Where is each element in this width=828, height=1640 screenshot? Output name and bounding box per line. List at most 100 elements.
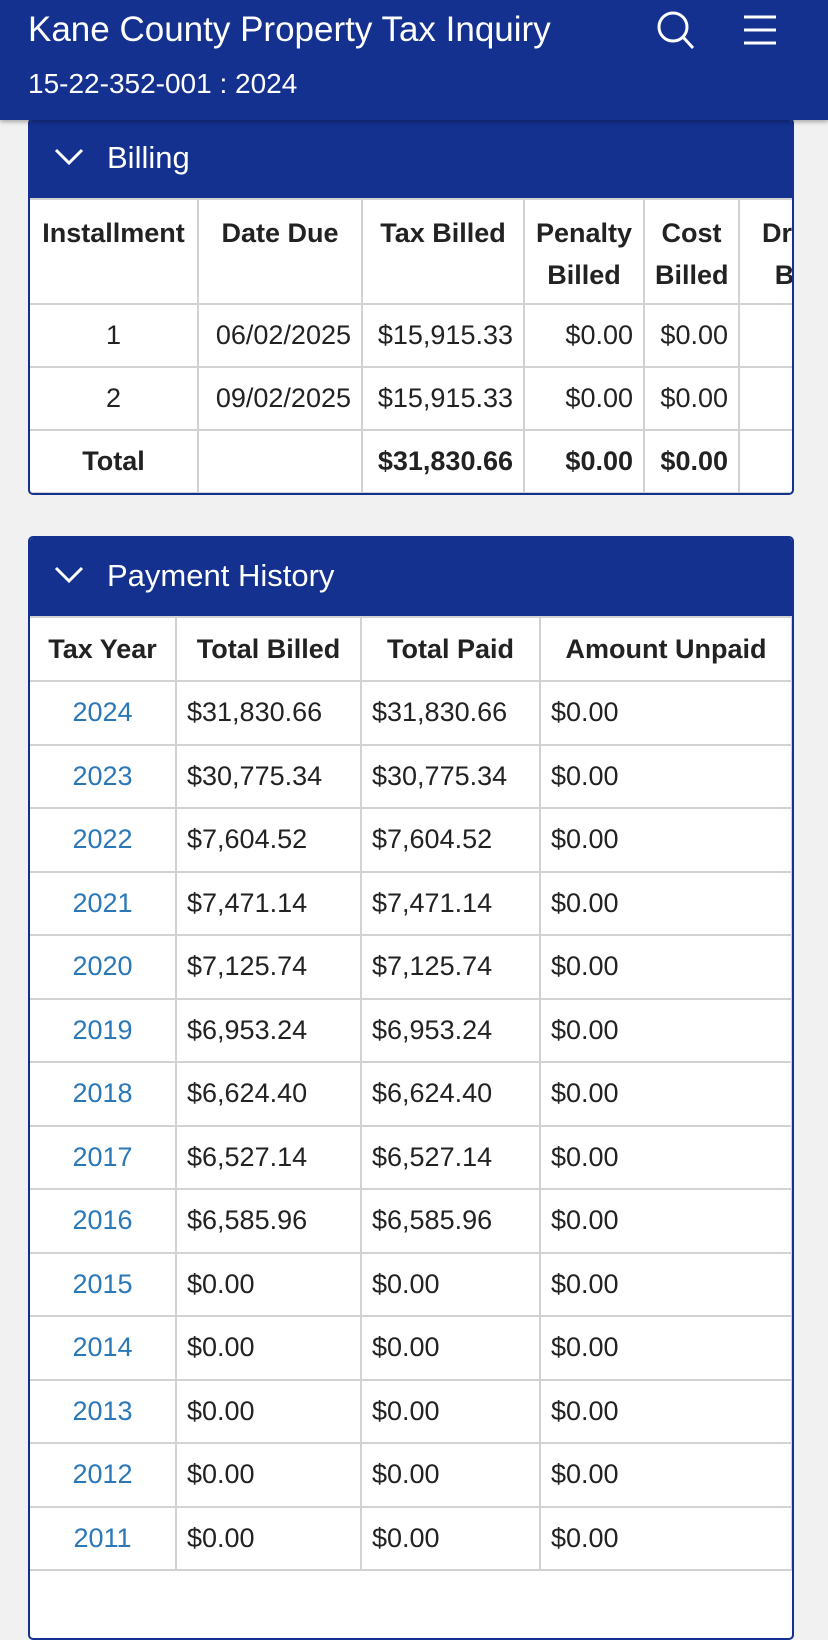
tax-year-link[interactable]: 2011 — [73, 1522, 132, 1553]
table-cell: 2020 — [30, 934, 177, 1000]
table-cell: $6,585.96 — [175, 1188, 362, 1254]
table-cell: $15,915.33 — [361, 366, 525, 431]
table-cell: 2011 — [30, 1505, 177, 1571]
table-cell: $30,775.34 — [360, 743, 541, 809]
table-cell: $7,604.52 — [175, 807, 362, 873]
page-title: Kane County Property Tax Inquiry — [28, 10, 551, 49]
table-cell: $0.00 — [523, 303, 645, 368]
tax-year-link[interactable]: 2023 — [72, 760, 133, 791]
tax-year-link[interactable]: 2021 — [72, 887, 133, 918]
chevron — [54, 566, 84, 584]
table-cell: $0.00 — [360, 1251, 541, 1317]
column-header: Total Billed — [175, 616, 362, 682]
table-cell: $31,830.66 — [175, 680, 362, 746]
column-header: Date Due — [197, 198, 363, 305]
tax-year-link[interactable]: 2022 — [72, 824, 133, 855]
table-cell: $0.00 — [175, 1251, 362, 1317]
tax-year-link[interactable]: 2015 — [72, 1268, 133, 1299]
table-cell: $7,125.74 — [175, 934, 362, 1000]
table-cell: $0.00 — [539, 934, 792, 1000]
parcel-id: 15-22-352-001 : 2024 — [28, 68, 298, 99]
table-cell: $7,604.52 — [360, 807, 541, 873]
table-cell: $0.00 — [175, 1378, 362, 1444]
table-cell: $6,953.24 — [360, 997, 541, 1063]
table-cell: Total — [30, 429, 199, 493]
table-cell: $0.00 — [539, 1124, 792, 1190]
table-cell: $31,830.66 — [361, 429, 525, 493]
billing-toggle[interactable]: Billing — [30, 120, 792, 198]
table-cell: $0.00 — [539, 870, 792, 936]
table-row: 2 09/02/2025 $15,915.33 $0.00 $0.00 — [30, 366, 792, 431]
table-row: 2024 $31,830.66 $31,830.66 $0.00 — [30, 680, 792, 746]
table-cell: $6,953.24 — [175, 997, 362, 1063]
app-header: Kane County Property Tax Inquiry 15-22-3… — [0, 0, 828, 120]
table-row: Total $31,830.66 $0.00 $0.00 — [30, 429, 792, 493]
tax-year-link[interactable]: 2013 — [72, 1395, 133, 1426]
tax-year-link[interactable]: 2016 — [72, 1205, 133, 1236]
table-cell: $6,624.40 — [360, 1061, 541, 1127]
table-cell: $0.00 — [523, 429, 645, 493]
table-row: 2014 $0.00 $0.00 $0.00 — [30, 1315, 792, 1381]
column-header: Cost Billed — [643, 198, 740, 305]
table-cell: 09/02/2025 — [197, 366, 363, 431]
table-cell: 2013 — [30, 1378, 177, 1444]
payment-table: Tax Year Total Billed Total Paid Amount Unp… — [30, 616, 792, 1571]
table-cell: 2015 — [30, 1251, 177, 1317]
tax-year-link[interactable]: 2018 — [72, 1078, 133, 1109]
table-cell: $6,624.40 — [175, 1061, 362, 1127]
table-cell: $0.00 — [175, 1315, 362, 1381]
table-cell: $0.00 — [539, 1061, 792, 1127]
payment-toggle[interactable]: Payment History — [30, 538, 792, 616]
table-cell: $0.00 — [643, 303, 740, 368]
table-cell: 2016 — [30, 1188, 177, 1254]
table-row: 2021 $7,471.14 $7,471.14 $0.00 — [30, 870, 792, 936]
table-cell: $0.00 — [643, 366, 740, 431]
table-cell: $31,830.66 — [360, 680, 541, 746]
table-cell: $0.00 — [539, 1442, 792, 1508]
table-row: 2016 $6,585.96 $6,585.96 $0.00 — [30, 1188, 792, 1254]
table-row: 2018 $6,624.40 $6,624.40 $0.00 — [30, 1061, 792, 1127]
table-cell — [738, 303, 792, 368]
tax-year-link[interactable]: 2019 — [72, 1014, 133, 1045]
table-cell: $0.00 — [523, 366, 645, 431]
table-cell: $0.00 — [539, 1378, 792, 1444]
table-cell: $0.00 — [539, 1505, 792, 1571]
table-cell: $0.00 — [360, 1505, 541, 1571]
billing-table: Installment Date Due Tax Billed Penalty Bil… — [30, 198, 792, 493]
table-cell: $6,585.96 — [360, 1188, 541, 1254]
search-icon[interactable] — [656, 10, 696, 52]
menu-icon[interactable] — [742, 14, 778, 46]
column-header: Installment — [30, 198, 199, 305]
table-cell — [738, 366, 792, 431]
column-header: Penalty Billed — [523, 198, 645, 305]
tax-year-link[interactable]: 2017 — [72, 1141, 133, 1172]
table-cell: $15,915.33 — [361, 303, 525, 368]
table-cell — [738, 429, 792, 493]
tax-year-link[interactable]: 2024 — [72, 697, 133, 728]
table-cell: $0.00 — [175, 1442, 362, 1508]
column-header: Dra B — [738, 198, 792, 305]
table-row: 2020 $7,125.74 $7,125.74 $0.00 — [30, 934, 792, 1000]
table-row: 2015 $0.00 $0.00 $0.00 — [30, 1251, 792, 1317]
table-cell: 2018 — [30, 1061, 177, 1127]
table-cell: 2012 — [30, 1442, 177, 1508]
table-cell: $0.00 — [360, 1315, 541, 1381]
table-cell: $0.00 — [539, 1188, 792, 1254]
table-cell: 2 — [30, 366, 199, 431]
table-row: 2011 $0.00 $0.00 $0.00 — [30, 1505, 792, 1571]
tax-year-link[interactable]: 2014 — [72, 1332, 133, 1363]
payment-panel: Payment History Tax Year Total Billed Tota… — [28, 536, 794, 1640]
column-header: Total Paid — [360, 616, 541, 682]
billing-panel: Billing Installment Date Due Tax Billed Pen… — [28, 118, 794, 495]
panel-title: Billing — [107, 140, 190, 175]
table-row: 2022 $7,604.52 $7,604.52 $0.00 — [30, 807, 792, 873]
table-cell: $6,527.14 — [360, 1124, 541, 1190]
table-cell: 2019 — [30, 997, 177, 1063]
table-cell: 2017 — [30, 1124, 177, 1190]
table-cell: $0.00 — [539, 1315, 792, 1381]
table-cell: 2024 — [30, 680, 177, 746]
table-cell: $7,125.74 — [360, 934, 541, 1000]
tax-year-link[interactable]: 2012 — [72, 1459, 133, 1490]
tax-year-link[interactable]: 2020 — [72, 951, 133, 982]
